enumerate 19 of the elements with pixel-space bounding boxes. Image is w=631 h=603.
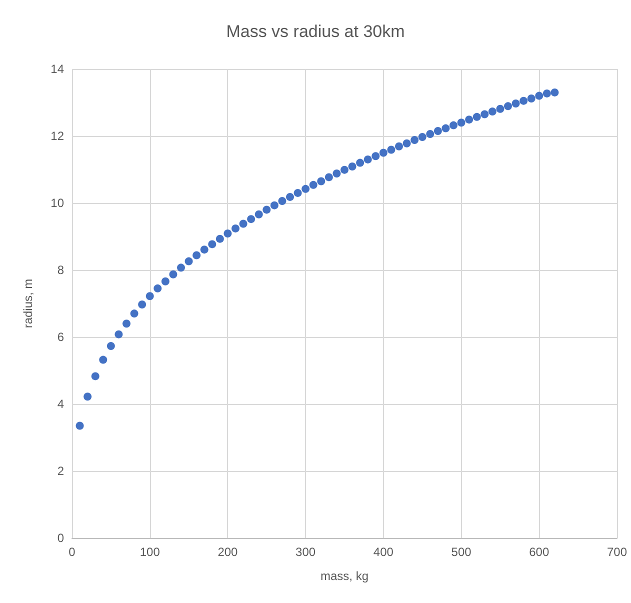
y-tick-label: 8 (57, 263, 64, 277)
y-tick-label: 4 (57, 397, 64, 411)
y-tick-label: 2 (57, 464, 64, 478)
x-tick-label: 400 (373, 545, 394, 559)
y-tick-label: 14 (50, 62, 64, 76)
y-axis-title: radius, m (21, 278, 35, 328)
y-tick-label: 10 (50, 196, 64, 210)
x-tick-label: 200 (218, 545, 238, 559)
x-tick-label: 500 (451, 545, 472, 559)
y-tick-label: 12 (50, 129, 64, 143)
x-axis-title: mass, kg (320, 569, 369, 583)
chart-title: Mass vs radius at 30km (226, 22, 405, 41)
y-tick-label: 6 (57, 330, 64, 344)
y-tick-label: 0 (57, 531, 64, 545)
x-tick-label: 300 (296, 545, 316, 559)
x-tick-label: 700 (606, 545, 628, 559)
x-tick-label: 0 (68, 545, 76, 559)
x-tick-label: 100 (140, 545, 160, 559)
x-tick-label: 600 (529, 545, 550, 559)
